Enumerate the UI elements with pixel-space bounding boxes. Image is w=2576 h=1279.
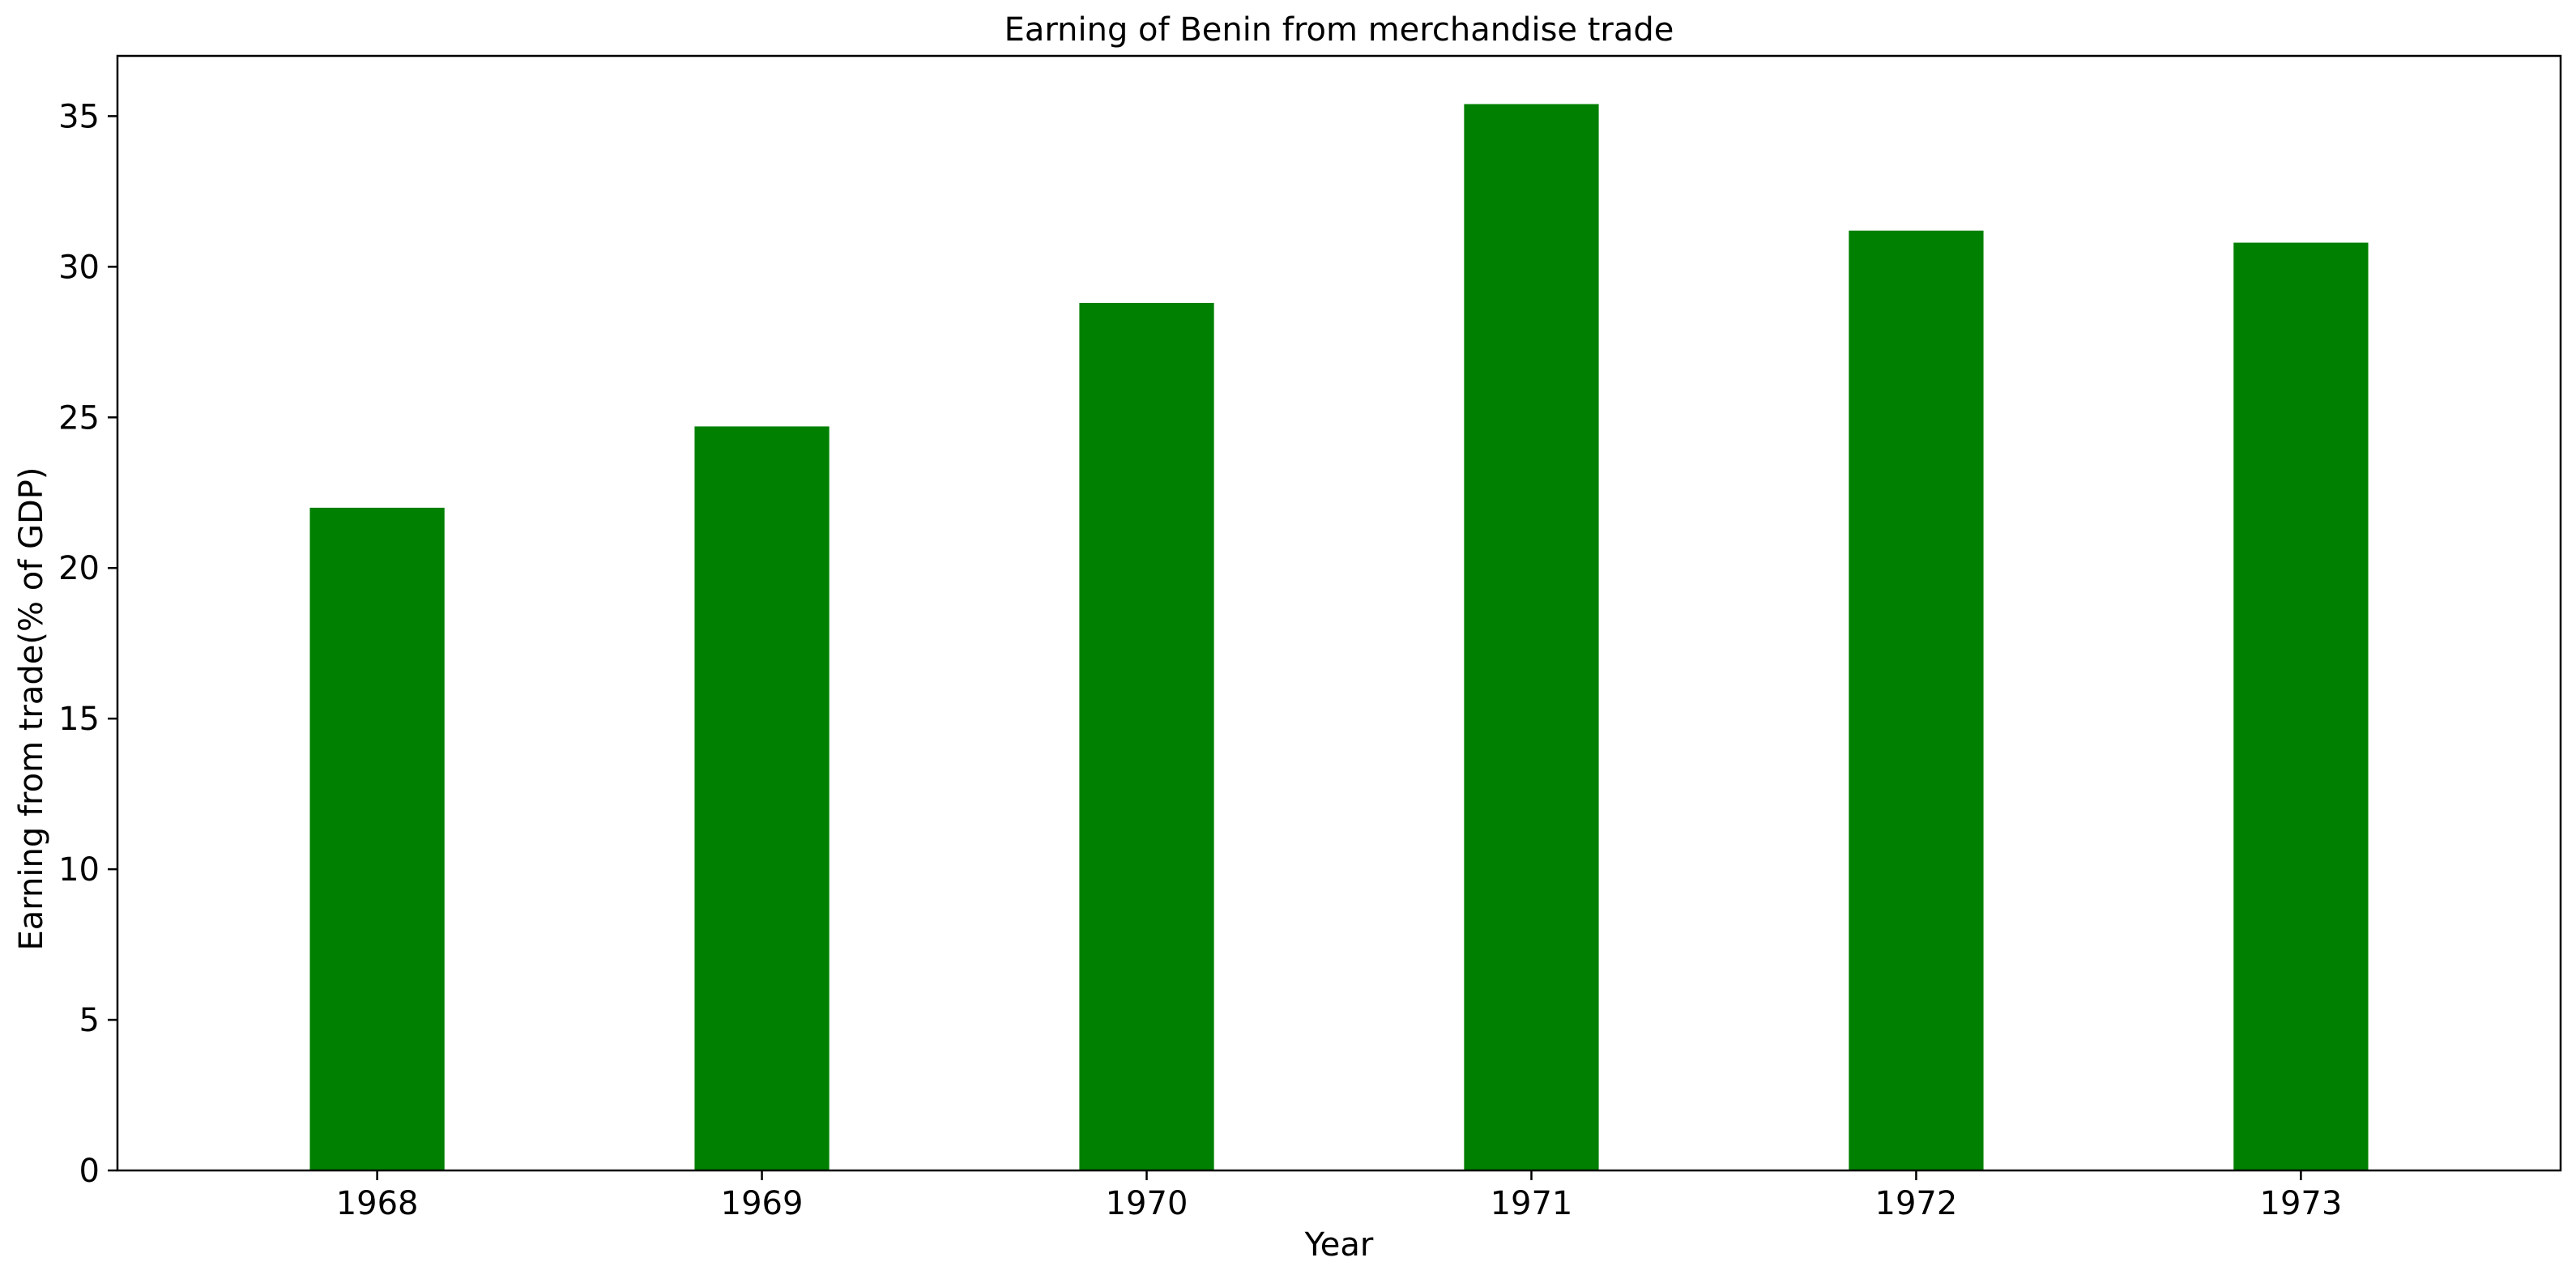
- x-tick-label: 1969: [721, 1185, 804, 1222]
- bar-1971: [1464, 104, 1599, 1171]
- x-tick-label: 1973: [2260, 1185, 2343, 1222]
- bar-1970: [1079, 302, 1214, 1170]
- y-tick-label: 10: [58, 851, 100, 889]
- bar-1973: [2233, 242, 2369, 1170]
- y-tick-label: 5: [79, 1002, 100, 1039]
- x-tick-label: 1970: [1106, 1185, 1188, 1222]
- x-axis-label: Year: [1304, 1226, 1374, 1264]
- bar-1968: [309, 507, 445, 1170]
- y-axis-label: Earning from trade(% of GDP): [13, 467, 50, 950]
- x-tick-label: 1971: [1491, 1185, 1573, 1222]
- y-tick-label: 35: [58, 98, 100, 135]
- x-axis: 1968 1969 1970 1971 1972 1973: [336, 1170, 2343, 1222]
- x-tick-label: 1972: [1875, 1185, 1958, 1222]
- y-axis: 0 5 10 15 20 25 30 35: [58, 98, 117, 1190]
- bar-1969: [694, 426, 830, 1170]
- y-tick-label: 30: [58, 249, 100, 286]
- y-tick-label: 15: [58, 701, 100, 738]
- x-tick-label: 1968: [336, 1185, 419, 1222]
- y-tick-label: 0: [79, 1153, 100, 1190]
- chart-title: Earning of Benin from merchandise trade: [1004, 11, 1674, 49]
- y-tick-label: 20: [58, 550, 100, 587]
- bar-1972: [1849, 230, 1984, 1171]
- y-tick-label: 25: [58, 399, 100, 437]
- plot-frame: [116, 54, 2562, 1172]
- bars-layer: [309, 104, 2369, 1171]
